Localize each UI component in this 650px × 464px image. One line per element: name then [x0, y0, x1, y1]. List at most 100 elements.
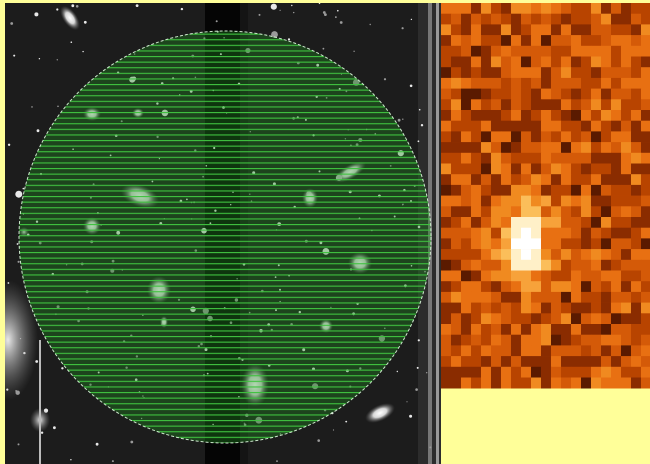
zoom-pixel [441, 313, 451, 324]
zoom-pixel [641, 281, 650, 292]
zoom-pixel [621, 378, 631, 389]
zoom-pixel [451, 46, 461, 57]
zoom-pixel [511, 46, 521, 57]
zoom-pixel [571, 67, 581, 78]
zoom-pixel [611, 271, 621, 282]
zoom-pixel [531, 185, 541, 196]
zoom-pixel [621, 238, 631, 249]
zoom-pixel [531, 35, 541, 46]
zoom-pixel [541, 131, 551, 142]
zoom-pixel [461, 324, 471, 335]
diffraction-spike [39, 340, 41, 464]
zoom-pixel [531, 206, 541, 217]
zoom-pixel [551, 324, 561, 335]
zoom-pixel [551, 24, 561, 35]
zoom-pixel [551, 356, 561, 367]
star [181, 8, 183, 10]
zoom-pixel [511, 196, 521, 207]
zoom-pixel [511, 153, 521, 164]
zoom-pixel [631, 153, 641, 164]
zoom-pixel [571, 196, 581, 207]
zoom-pixel [581, 57, 591, 68]
zoom-pixel [601, 303, 611, 314]
zoom-pixel [511, 324, 521, 335]
zoom-pixel [631, 249, 641, 260]
zoom-pixel [541, 3, 551, 14]
zoom-pixel [611, 3, 621, 14]
star [398, 119, 401, 122]
star [417, 367, 419, 369]
zoom-pixel [561, 14, 571, 25]
zoom-pixel [501, 99, 511, 110]
zoom-pixel [571, 35, 581, 46]
zoom-pixel [551, 345, 561, 356]
zoom-pixel [591, 271, 601, 282]
zoom-pixel [581, 131, 591, 142]
star [418, 339, 420, 341]
zoom-pixel [521, 281, 531, 292]
zoom-pixel [531, 164, 541, 175]
zoom-pixel [521, 260, 531, 271]
zoom-pixel [451, 131, 461, 142]
zoom-pixel [471, 356, 481, 367]
zoom-pixel [631, 35, 641, 46]
zoom-pixel [511, 99, 521, 110]
zoom-pixel [571, 335, 581, 346]
zoom-pixel [451, 206, 461, 217]
zoom-pixel [511, 378, 521, 389]
zoom-pixel [621, 217, 631, 228]
zoom-pixel [501, 356, 511, 367]
zoom-pixel [451, 57, 461, 68]
zoom-pixel [451, 378, 461, 389]
zoom-pixel [511, 313, 521, 324]
zoom-pixel [451, 89, 461, 100]
zoom-pixel [551, 206, 561, 217]
zoom-pixel [591, 367, 601, 378]
zoom-pixel [591, 78, 601, 89]
zoom-pixel [571, 164, 581, 175]
zoom-pixel [611, 131, 621, 142]
zoom-pixel [471, 153, 481, 164]
zoom-pixel [451, 335, 461, 346]
star [112, 460, 114, 462]
zoom-pixel [471, 185, 481, 196]
zoom-pixel [601, 164, 611, 175]
zoom-pixel [481, 217, 491, 228]
zoom-pixel [611, 35, 621, 46]
zoom-pixel [451, 99, 461, 110]
zoom-pixel [511, 24, 521, 35]
zoom-pixel [551, 367, 561, 378]
zoom-pixel [591, 313, 601, 324]
zoom-pixel [581, 324, 591, 335]
zoom-pixel [521, 217, 531, 228]
zoom-pixel [541, 57, 551, 68]
zoom-pixel [641, 313, 650, 324]
zoom-pixel [591, 196, 601, 207]
zoom-pixel [511, 164, 521, 175]
page: (() => { const data = JSON.parse(documen… [0, 0, 650, 464]
zoom-pixel [461, 303, 471, 314]
zoom-pixel [511, 281, 521, 292]
zoom-pixel [491, 57, 501, 68]
zoom-pixel [641, 99, 650, 110]
zoom-pixel [561, 271, 571, 282]
star [411, 19, 412, 20]
zoom-pixel [561, 3, 571, 14]
zoom-pixel [491, 367, 501, 378]
zoom-pixel [521, 196, 531, 207]
zoom-pixel [441, 14, 451, 25]
zoom-pixel [441, 3, 451, 14]
zoom-pixel [581, 121, 591, 132]
zoom-pixel [641, 228, 650, 239]
zoom-pixel [451, 271, 461, 282]
zoom-pixel [521, 89, 531, 100]
zoom-pixel [631, 303, 641, 314]
zoom-pixel [511, 206, 521, 217]
zoom-pixel [531, 174, 541, 185]
zoom-pixel [631, 78, 641, 89]
zoom-pixel [451, 142, 461, 153]
zoom-pixel [631, 46, 641, 57]
zoom-pixel [641, 324, 650, 335]
zoom-pixel [571, 14, 581, 25]
zoom-pixel [471, 378, 481, 389]
